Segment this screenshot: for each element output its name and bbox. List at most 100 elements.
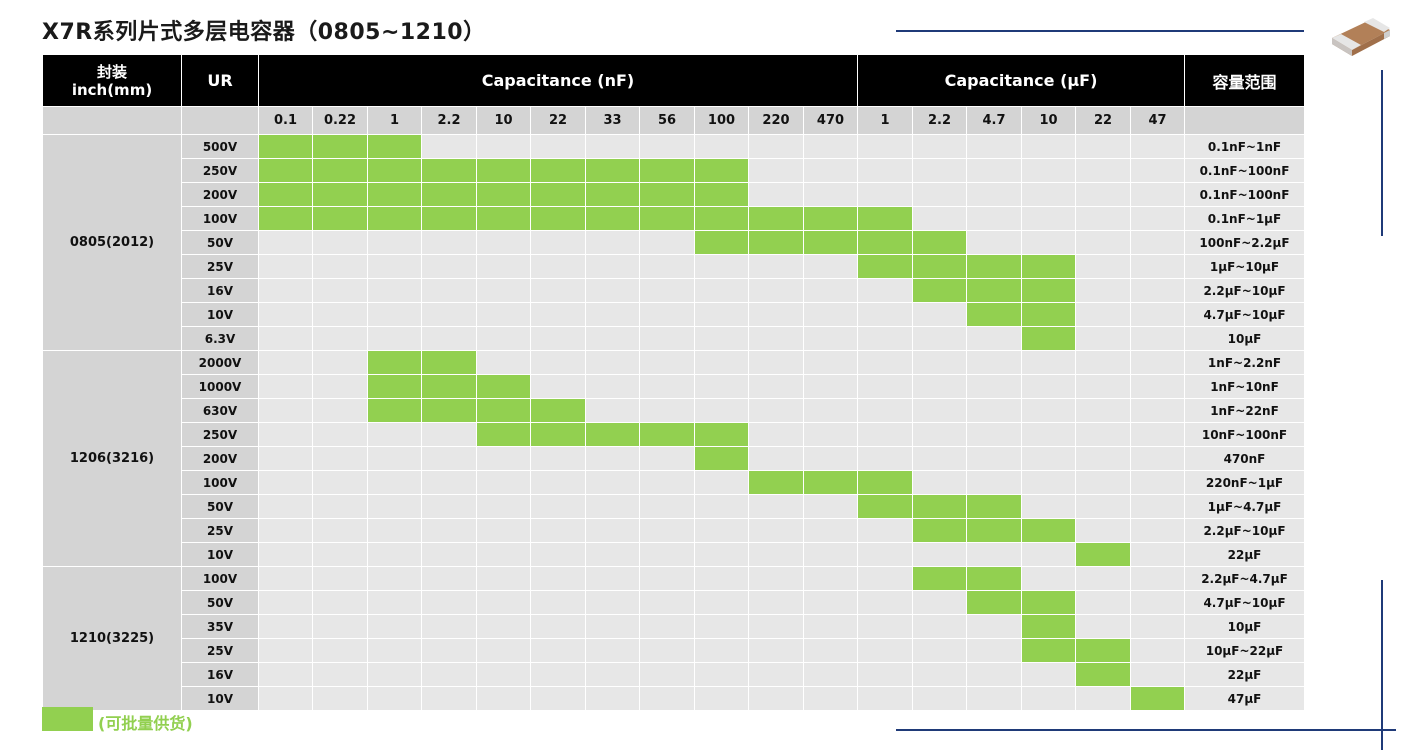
available-cell [966,494,1022,519]
available-cell [639,182,695,207]
empty-cell [367,590,422,615]
available-cell [367,398,422,423]
empty-cell [1130,422,1185,447]
empty-cell [1021,422,1076,447]
empty-cell [476,446,531,471]
empty-cell [476,542,531,567]
range-cell: 22μF [1184,662,1305,687]
empty-cell [639,518,695,543]
empty-cell [694,398,749,423]
empty-cell [966,158,1022,183]
empty-cell [748,182,804,207]
empty-cell [367,422,422,447]
empty-cell [585,254,640,279]
empty-cell [748,326,804,351]
empty-cell [966,542,1022,567]
empty-cell [258,590,313,615]
empty-cell [966,446,1022,471]
blank-cell [1184,106,1305,135]
empty-cell [857,518,913,543]
available-cell [258,206,313,231]
empty-cell [694,278,749,303]
available-cell [857,206,913,231]
empty-cell [312,518,368,543]
range-cell: 1nF~10nF [1184,374,1305,399]
table-row: 10V 47μF [43,686,1305,711]
empty-cell [639,662,695,687]
ur-cell: 2000V [181,350,259,375]
empty-cell [1075,254,1131,279]
range-header: 容量范围 [1184,54,1305,107]
empty-cell [312,302,368,327]
empty-cell [476,518,531,543]
empty-cell [1130,566,1185,591]
range-cell: 1nF~22nF [1184,398,1305,423]
empty-cell [966,422,1022,447]
empty-cell [367,518,422,543]
table-row: 10V 4.7μF~10μF [43,302,1305,327]
empty-cell [748,518,804,543]
empty-cell [694,662,749,687]
empty-cell [857,278,913,303]
empty-cell [639,230,695,255]
empty-cell [748,134,804,159]
empty-cell [585,662,640,687]
capacitance-value-nf: 220 [748,106,804,135]
empty-cell [258,446,313,471]
available-cell [803,470,858,495]
empty-cell [966,182,1022,207]
capacitance-table: 封装 inch(mm) UR Capacitance (nF) Capacita… [42,54,1305,711]
empty-cell [312,326,368,351]
available-cell [421,350,477,375]
empty-cell [312,278,368,303]
empty-cell [1130,278,1185,303]
empty-cell [476,350,531,375]
available-cell [367,350,422,375]
empty-cell [857,638,913,663]
empty-cell [1130,470,1185,495]
empty-cell [748,398,804,423]
available-cell [912,230,967,255]
empty-cell [312,590,368,615]
empty-cell [748,302,804,327]
empty-cell [476,590,531,615]
empty-cell [258,470,313,495]
empty-cell [367,614,422,639]
ur-cell: 25V [181,254,259,279]
empty-cell [639,494,695,519]
empty-cell [857,158,913,183]
empty-cell [966,134,1022,159]
empty-cell [585,494,640,519]
ur-cell: 100V [181,206,259,231]
empty-cell [367,470,422,495]
range-cell: 1μF~10μF [1184,254,1305,279]
empty-cell [312,566,368,591]
empty-cell [1021,230,1076,255]
empty-cell [1130,494,1185,519]
range-cell: 2.2μF~10μF [1184,518,1305,543]
empty-cell [966,638,1022,663]
empty-cell [585,278,640,303]
empty-cell [1130,182,1185,207]
empty-cell [1075,686,1131,711]
empty-cell [912,662,967,687]
empty-cell [1130,614,1185,639]
capacitance-value-nf: 0.22 [312,106,368,135]
empty-cell [258,350,313,375]
empty-cell [748,422,804,447]
table-row: 6.3V 10μF [43,326,1305,351]
empty-cell [476,638,531,663]
available-cell [857,494,913,519]
empty-cell [966,470,1022,495]
empty-cell [1021,398,1076,423]
empty-cell [476,134,531,159]
available-cell [912,518,967,543]
available-cell [421,398,477,423]
empty-cell [1130,398,1185,423]
empty-cell [803,590,858,615]
empty-cell [258,614,313,639]
empty-cell [639,374,695,399]
available-cell [367,374,422,399]
empty-cell [258,542,313,567]
empty-cell [421,470,477,495]
